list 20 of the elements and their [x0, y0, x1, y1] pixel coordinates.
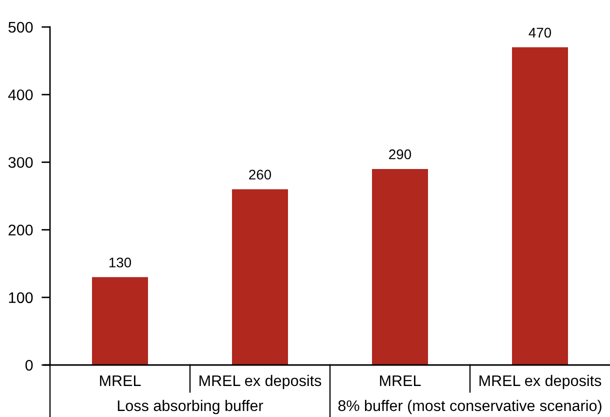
text: Loss absorbing buffer	[118, 400, 264, 414]
bar	[372, 168, 428, 365]
data-label: 260	[249, 170, 272, 180]
x-tick-label: MREL ex deposits	[480, 374, 602, 390]
data-label: 290	[389, 149, 412, 160]
y-tick-label: 300	[8, 157, 33, 168]
bar	[92, 277, 148, 365]
y-tick-label: 100	[9, 292, 33, 304]
x-tick-label: MREL	[380, 375, 421, 386]
x-tick-label: MREL	[100, 375, 141, 386]
y-tick-label: 0	[25, 360, 33, 371]
data-label: 470	[528, 28, 552, 38]
x-tick-label: MREL ex deposits	[200, 374, 322, 390]
data-label: 130	[109, 258, 132, 268]
text: 8% buffer (most conservative scenario)	[338, 400, 602, 414]
bar	[512, 47, 568, 365]
y-tick-label: 400	[8, 89, 33, 100]
y-tick-label: 200	[8, 224, 33, 236]
y-tick-label: 500	[8, 22, 33, 33]
bar	[232, 189, 288, 365]
